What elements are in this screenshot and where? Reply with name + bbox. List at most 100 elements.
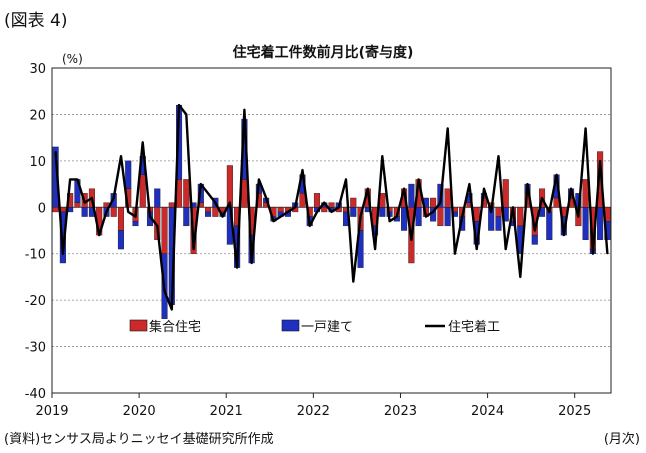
y-axis: 30 20 10 0 -10 -20 -30 -40	[25, 62, 46, 402]
figure-label: (図表 4)	[4, 11, 67, 31]
point-total	[200, 183, 202, 185]
bar-multi	[241, 179, 248, 208]
point-total	[577, 215, 579, 218]
bar-single	[350, 207, 357, 217]
point-total	[142, 141, 144, 143]
point-total	[207, 192, 209, 194]
point-total	[403, 188, 405, 190]
point-total	[55, 150, 57, 153]
point-total	[192, 248, 195, 250]
y-tick-label: -10	[25, 248, 46, 263]
x-tick-label: 2022	[297, 404, 330, 419]
point-total	[98, 234, 100, 236]
point-total	[584, 127, 587, 129]
bar-single	[582, 207, 589, 240]
bar-multi	[139, 174, 146, 208]
bar-single	[495, 216, 502, 231]
point-total	[316, 211, 318, 213]
bar-multi	[517, 207, 524, 227]
point-total	[432, 211, 434, 213]
plot-frame	[51, 67, 612, 394]
point-total	[76, 178, 79, 181]
point-total	[272, 220, 275, 222]
bar-multi	[299, 193, 306, 208]
bar-single	[154, 188, 161, 208]
point-total	[381, 155, 383, 157]
point-total	[548, 211, 550, 213]
point-total	[483, 188, 485, 190]
y-tick-label: 20	[29, 108, 46, 123]
point-total	[461, 215, 463, 218]
point-total	[410, 239, 412, 241]
bar-single	[531, 234, 538, 245]
point-total	[599, 160, 601, 162]
point-total	[388, 220, 391, 222]
bar-multi	[328, 202, 335, 208]
bar-single	[597, 207, 604, 240]
point-total	[251, 262, 253, 264]
bar-multi	[161, 207, 168, 254]
point-total	[229, 202, 231, 204]
point-total	[592, 253, 594, 255]
bar-multi	[444, 188, 451, 208]
y-tick-label: 0	[38, 201, 46, 216]
point-total	[526, 183, 529, 185]
bar-single	[546, 211, 553, 240]
point-total	[222, 215, 224, 218]
bar-multi	[74, 202, 81, 208]
x-tick-label: 2024	[471, 404, 504, 419]
bar-multi	[226, 165, 233, 208]
point-total	[214, 202, 216, 204]
point-total	[396, 215, 398, 218]
bar-multi	[277, 207, 284, 213]
point-total	[236, 267, 238, 269]
legend-item-single: 一戸建て	[281, 319, 353, 335]
point-total	[497, 155, 500, 157]
legend-item-multi: 集合住宅	[129, 319, 201, 335]
point-total	[454, 253, 456, 255]
bar-multi	[205, 207, 212, 213]
bar-multi	[473, 207, 480, 222]
bar-multi	[430, 197, 437, 208]
chart-title: 住宅着工件数前月比(寄与度)	[233, 44, 414, 61]
point-total	[309, 225, 311, 227]
legend-swatch-multi	[129, 319, 148, 332]
x-tick-label: 2019	[35, 404, 68, 419]
point-total	[156, 225, 158, 227]
y-tick-label: -30	[25, 341, 46, 356]
point-total	[280, 215, 282, 218]
legend: 集合住宅 一戸建て 住宅着工	[129, 319, 500, 335]
bar-single	[132, 221, 139, 227]
source-note: (資料)センサス局よりニッセイ基礎研究所作成	[4, 432, 274, 447]
y-tick-label: -20	[25, 294, 46, 309]
point-total	[418, 178, 420, 181]
point-total	[447, 127, 449, 129]
x-period-label: (月次)	[604, 431, 640, 447]
point-total	[323, 202, 325, 204]
bar-multi	[313, 193, 321, 208]
bar-multi	[350, 197, 357, 208]
x-tick-label: 2025	[558, 404, 591, 419]
bar-multi	[321, 207, 328, 213]
point-total	[425, 215, 427, 218]
bar-multi	[52, 207, 59, 213]
point-total	[258, 178, 260, 181]
bar-single	[444, 207, 451, 227]
bar-single	[81, 207, 88, 217]
point-total	[359, 215, 362, 218]
point-total	[105, 211, 108, 213]
point-total	[287, 211, 289, 213]
point-total	[367, 188, 369, 190]
point-total	[69, 178, 71, 181]
point-total	[127, 211, 129, 213]
point-total	[563, 234, 565, 236]
point-total	[541, 197, 543, 199]
bar-single	[205, 211, 212, 217]
point-total	[352, 280, 354, 283]
line-series	[54, 103, 609, 311]
point-total	[505, 248, 507, 250]
bar-multi	[183, 179, 190, 208]
y-unit-label: (%)	[62, 52, 83, 66]
bar-multi	[168, 202, 175, 208]
